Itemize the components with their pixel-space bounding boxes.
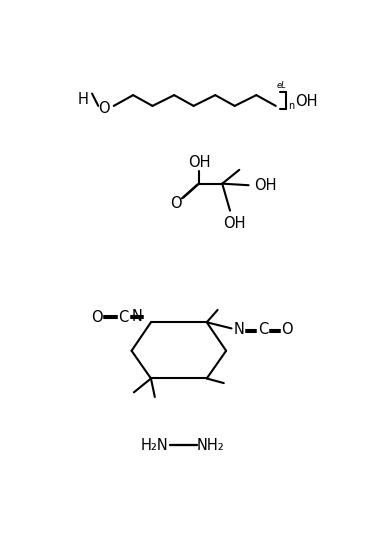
- Text: OH: OH: [188, 155, 210, 170]
- Text: n: n: [288, 101, 295, 111]
- Text: O: O: [170, 196, 182, 211]
- Text: N: N: [132, 309, 142, 324]
- Text: OH: OH: [295, 94, 318, 109]
- Text: OH: OH: [254, 178, 277, 193]
- Text: C: C: [258, 323, 268, 338]
- Text: eL: eL: [277, 81, 287, 91]
- Text: H₂N: H₂N: [141, 438, 169, 453]
- Text: N: N: [234, 323, 245, 338]
- Text: OH: OH: [223, 216, 245, 231]
- Text: O: O: [91, 310, 103, 325]
- Text: O: O: [282, 323, 293, 338]
- Text: H: H: [78, 92, 89, 107]
- Text: C: C: [118, 310, 128, 325]
- Text: NH₂: NH₂: [197, 438, 224, 453]
- Text: O: O: [98, 101, 110, 116]
